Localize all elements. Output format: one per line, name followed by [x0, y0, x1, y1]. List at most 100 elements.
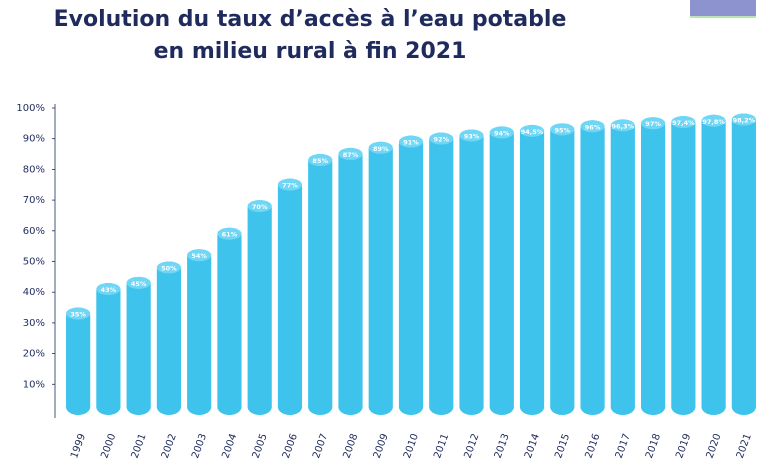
- bar: [66, 307, 91, 415]
- bar: [550, 123, 575, 415]
- value-bubble: [398, 135, 424, 148]
- value-label: 96,3%: [612, 122, 635, 130]
- x-tick-label: 2007: [311, 432, 330, 460]
- x-tick-label: 2001: [130, 432, 149, 460]
- y-tick-label: 60%: [23, 226, 45, 237]
- value-bubble: [459, 129, 484, 142]
- value-bubble: [126, 276, 151, 289]
- x-tick-label: 2009: [372, 432, 391, 460]
- x-tick-label: 2020: [705, 432, 724, 460]
- chart-title: Evolution du taux d’accès à l’eau potabl…: [54, 7, 567, 32]
- value-label: 92%: [433, 136, 449, 144]
- value-label: 98,2%: [733, 117, 756, 125]
- bar: [217, 227, 242, 415]
- value-bubble: [308, 154, 333, 167]
- bar: [156, 261, 182, 415]
- value-bubble: [338, 147, 363, 160]
- bar: [368, 141, 393, 415]
- bar: [580, 120, 605, 415]
- value-bubble: [550, 123, 575, 136]
- x-tick-label: 2000: [99, 432, 118, 460]
- value-bubble: [489, 126, 514, 139]
- x-tick-label: 2017: [614, 432, 633, 460]
- value-label: 45%: [131, 280, 147, 288]
- value-bubble: [247, 200, 272, 213]
- y-tick-label: 10%: [23, 379, 45, 390]
- y-tick-label: 90%: [23, 134, 45, 145]
- bar: [429, 132, 454, 415]
- value-label: 97,4%: [672, 119, 695, 127]
- y-tick-label: 20%: [23, 349, 45, 360]
- value-bubble: [731, 113, 756, 126]
- x-tick-label: 2019: [674, 432, 693, 460]
- value-label: 93%: [464, 132, 480, 140]
- x-tick-label: 2014: [523, 432, 542, 460]
- bar: [731, 113, 756, 415]
- x-tick-label: 2004: [220, 432, 239, 460]
- x-tick-label: 2021: [735, 432, 754, 460]
- x-tick-label: 2010: [402, 432, 421, 460]
- bar: [96, 282, 121, 415]
- value-label: 43%: [101, 286, 117, 294]
- y-tick-label: 50%: [23, 257, 45, 268]
- value-bubble: [66, 307, 91, 320]
- bar: [308, 154, 333, 416]
- y-tick-label: 70%: [23, 195, 45, 206]
- y-tick-label: 30%: [23, 318, 45, 329]
- x-tick-label: 2013: [493, 432, 512, 460]
- x-tick-label: 2015: [553, 432, 572, 460]
- value-bubble: [187, 249, 212, 262]
- x-tick-label: 1999: [69, 432, 88, 460]
- value-bubble: [610, 119, 635, 132]
- value-label: 54%: [191, 252, 207, 260]
- value-bubble: [429, 132, 454, 145]
- x-tick-label: 2018: [644, 432, 663, 460]
- bar: [610, 119, 635, 415]
- value-label: 89%: [373, 145, 389, 153]
- value-bubble: [519, 124, 545, 137]
- value-bubble: [640, 117, 666, 130]
- bar: [247, 200, 272, 415]
- value-label: 35%: [70, 311, 86, 319]
- value-bubble: [156, 261, 182, 274]
- value-label: 77%: [282, 182, 298, 190]
- value-label: 96%: [585, 123, 601, 131]
- x-tick-label: 2008: [341, 432, 360, 460]
- bar: [671, 115, 696, 416]
- value-label: 94,5%: [521, 128, 544, 136]
- value-label: 85%: [312, 157, 328, 165]
- y-tick-label: 80%: [23, 164, 45, 175]
- value-label: 91%: [403, 139, 419, 147]
- value-bubble: [96, 282, 121, 295]
- value-label: 94%: [494, 129, 510, 137]
- value-bubble: [701, 114, 726, 127]
- bar: [277, 178, 303, 415]
- value-bubble: [277, 178, 303, 191]
- value-bubble: [217, 227, 242, 240]
- bar: [640, 117, 666, 416]
- value-label: 95%: [555, 126, 571, 134]
- decor-block: [690, 0, 756, 16]
- x-tick-label: 2016: [584, 432, 603, 460]
- value-bubble: [368, 141, 393, 154]
- x-tick-label: 2005: [251, 432, 270, 460]
- y-tick-label: 40%: [23, 287, 45, 298]
- x-tick-label: 2011: [432, 432, 451, 460]
- x-tick-label: 2012: [462, 432, 481, 460]
- bar: [489, 126, 514, 416]
- value-label: 61%: [222, 231, 238, 239]
- value-label: 87%: [343, 151, 359, 159]
- bar: [187, 249, 212, 415]
- bar: [126, 276, 151, 415]
- x-tick-label: 2003: [190, 432, 209, 460]
- chart-subtitle: en milieu rural à fin 2021: [154, 39, 467, 64]
- value-bubble: [580, 120, 605, 133]
- value-label: 70%: [252, 203, 268, 211]
- bar: [459, 129, 484, 416]
- x-tick-label: 2002: [160, 432, 179, 460]
- value-bubble: [671, 115, 696, 128]
- bar: [338, 147, 363, 415]
- bar: [701, 114, 726, 415]
- value-label: 50%: [161, 265, 177, 273]
